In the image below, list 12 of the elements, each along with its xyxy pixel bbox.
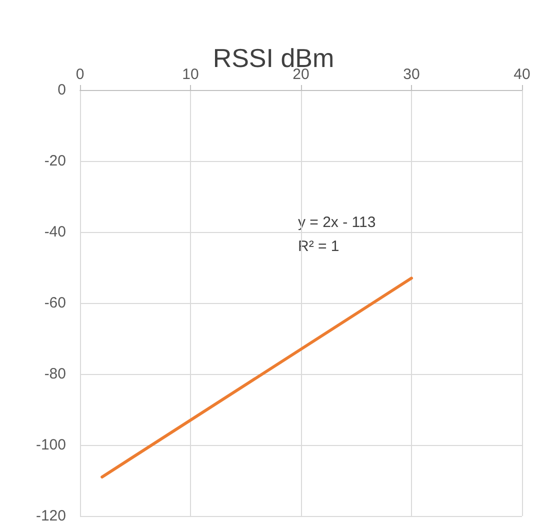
- x-tick-label: 40: [514, 66, 530, 83]
- y-tick-label: -20: [44, 152, 66, 170]
- y-tick-label: -60: [44, 294, 66, 312]
- y-tick-label: -80: [44, 366, 66, 382]
- x-tick-label: 0: [76, 66, 84, 83]
- y-tick-label: -120: [36, 508, 66, 524]
- annotation: R² = 1: [298, 238, 340, 255]
- y-tick-label: -40: [44, 224, 66, 240]
- x-tick-label: 30: [403, 66, 420, 83]
- y-tick-label: -100: [36, 436, 66, 454]
- x-tick-label: 10: [182, 66, 199, 83]
- y-tick-label: 0: [58, 82, 66, 98]
